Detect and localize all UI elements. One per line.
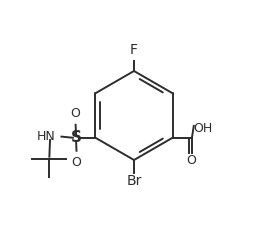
Text: O: O — [71, 107, 81, 120]
Text: O: O — [186, 154, 196, 167]
Text: OH: OH — [193, 122, 212, 135]
Text: Br: Br — [126, 174, 142, 188]
Text: HN: HN — [36, 130, 55, 143]
Text: S: S — [70, 130, 81, 145]
Text: O: O — [72, 155, 81, 169]
Text: F: F — [130, 43, 138, 57]
